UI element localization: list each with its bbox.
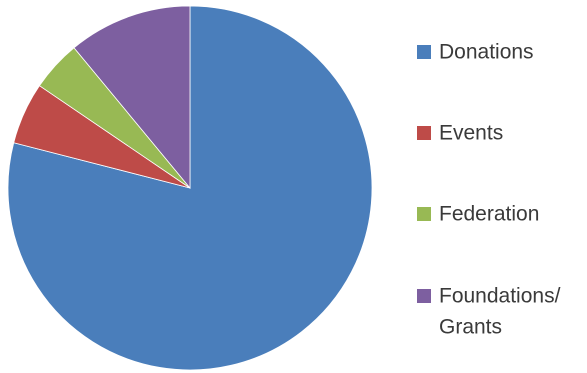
legend-swatch-events	[417, 126, 431, 140]
legend-label-donations: Donations	[439, 41, 534, 64]
pie-slices	[7, 5, 373, 371]
legend-label-federation: Federation	[439, 203, 539, 226]
legend-swatch-donations	[417, 45, 431, 59]
pie-slice-donations	[7, 5, 373, 371]
legend-label-events: Events	[439, 122, 503, 145]
legend: Donations Events Federation Foundations/Gra…	[417, 41, 561, 339]
legend-item-donations: Donations	[417, 41, 534, 64]
legend-item-foundations-grants: Foundations/Grants	[417, 285, 561, 339]
legend-swatch-federation	[417, 207, 431, 221]
legend-label-foundations-grants-line-2: Grants	[439, 316, 502, 339]
legend-swatch-foundations-grants	[417, 289, 431, 303]
legend-label-foundations-grants-line-1: Foundations/	[439, 285, 561, 308]
legend-item-events: Events	[417, 122, 503, 145]
pie-slice-foundations-grants	[73, 5, 191, 190]
legend-item-federation: Federation	[417, 203, 539, 226]
